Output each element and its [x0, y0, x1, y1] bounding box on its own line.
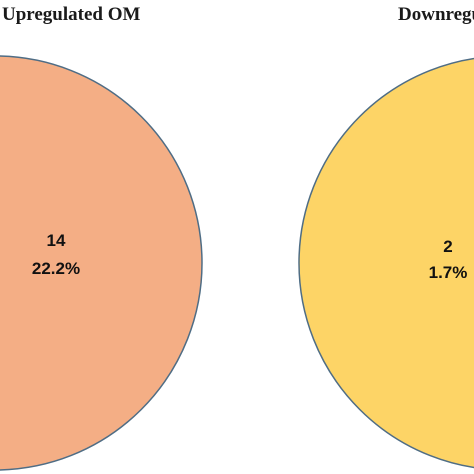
- set-upregulated-om: Upregulated OM 14 22.2%: [0, 4, 203, 471]
- set-upregulated-om-count: 14: [47, 231, 66, 250]
- set-upregulated-om-title: Upregulated OM: [2, 4, 141, 25]
- set-downregulated: Downregu 2 1.7%: [298, 4, 474, 469]
- set-upregulated-om-circle: [0, 55, 203, 471]
- set-downregulated-percent: 1.7%: [429, 263, 468, 282]
- set-upregulated-om-percent: 22.2%: [32, 259, 80, 278]
- set-downregulated-title: Downregu: [398, 4, 474, 25]
- set-downregulated-count: 2: [443, 237, 452, 256]
- set-downregulated-circle: [298, 57, 474, 469]
